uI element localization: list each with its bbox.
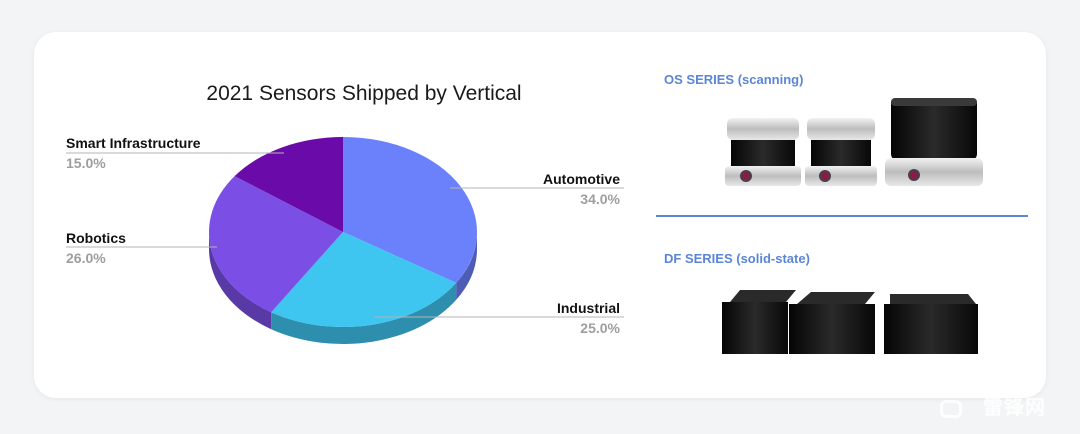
pie-side-0 bbox=[456, 232, 477, 300]
df-series-title: DF SERIES (solid-state) bbox=[664, 251, 810, 266]
os-series-title: OS SERIES (scanning) bbox=[664, 72, 804, 87]
pie-slice-robotics bbox=[209, 176, 343, 313]
watermark: 雷锋网 bbox=[983, 397, 1046, 419]
os-sensor-large bbox=[885, 98, 983, 186]
section-divider bbox=[656, 215, 1028, 217]
pie-slice-smart-infrastructure bbox=[234, 137, 343, 232]
product-images bbox=[722, 98, 983, 354]
label-industrial: Industrial bbox=[556, 300, 620, 316]
pie-slice-automotive bbox=[343, 137, 478, 283]
value-industrial: 25.0% bbox=[580, 320, 620, 336]
label-automotive: Automotive bbox=[543, 171, 620, 187]
label-robotics: Robotics bbox=[66, 230, 126, 246]
os-sensor-medium bbox=[805, 118, 877, 186]
label-smart-infrastructure: Smart Infrastructure bbox=[66, 135, 201, 151]
watermark-icon bbox=[940, 400, 962, 418]
pie-side-1 bbox=[271, 282, 457, 344]
value-automotive: 34.0% bbox=[580, 191, 620, 207]
pie-side-2 bbox=[209, 232, 272, 330]
chart-title: 2021 Sensors Shipped by Vertical bbox=[206, 82, 522, 105]
pie-chart bbox=[66, 137, 624, 344]
value-robotics: 26.0% bbox=[66, 250, 106, 266]
content-card: 2021 Sensors Shipped by Vertical Smart I… bbox=[34, 32, 1046, 398]
os-sensor-small bbox=[725, 118, 801, 186]
df-sensor-3 bbox=[884, 294, 978, 354]
pie-slice-industrial bbox=[271, 232, 457, 327]
df-sensor-1 bbox=[722, 290, 796, 354]
df-sensor-2 bbox=[789, 292, 875, 354]
value-smart-infrastructure: 15.0% bbox=[66, 155, 106, 171]
